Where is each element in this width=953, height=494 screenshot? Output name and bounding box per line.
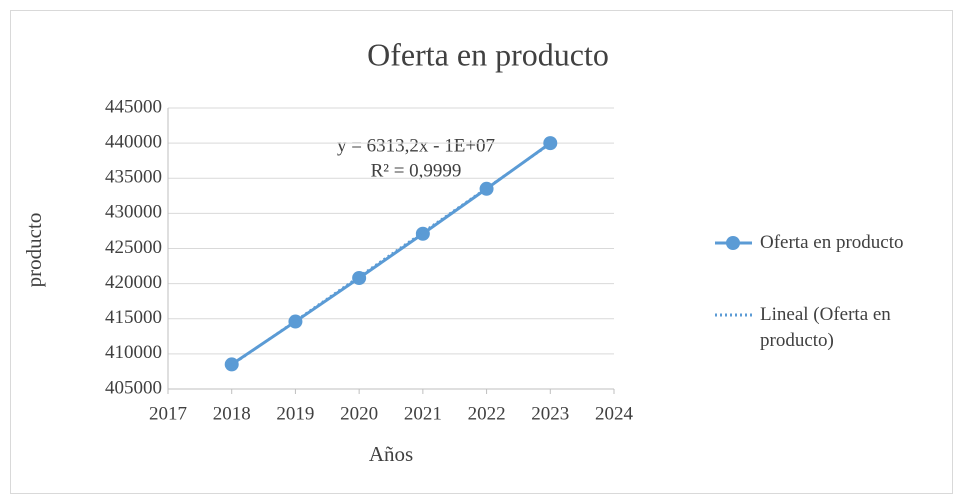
point bbox=[288, 314, 303, 329]
point bbox=[479, 181, 494, 196]
point bbox=[543, 136, 558, 151]
y-tick-label: 445000 bbox=[105, 96, 162, 117]
y-axis-label: producto bbox=[22, 213, 46, 288]
y-tick-label: 435000 bbox=[105, 167, 162, 188]
legend-label: Lineal (Oferta en producto) bbox=[760, 304, 891, 351]
x-axis-label: Años bbox=[369, 442, 413, 466]
x-tick-label: 2022 bbox=[468, 403, 506, 424]
y-tick-label: 420000 bbox=[105, 272, 162, 293]
series-line bbox=[230, 141, 552, 366]
legend-label: Oferta en producto bbox=[760, 232, 904, 253]
y-tick-label: 440000 bbox=[105, 131, 162, 152]
y-tick-label: 430000 bbox=[105, 202, 162, 223]
y-tick-label: 415000 bbox=[105, 307, 162, 328]
x-tick-label: 2023 bbox=[531, 403, 569, 424]
x-tick-label: 2024 bbox=[595, 403, 634, 424]
x-tick-label: 2021 bbox=[404, 403, 442, 424]
x-tick-label: 2019 bbox=[276, 403, 314, 424]
y-tick-label: 410000 bbox=[105, 342, 162, 363]
x-tick-label: 2017 bbox=[149, 403, 187, 424]
y-tick-label: 425000 bbox=[105, 237, 162, 258]
annotation: y = 6313,2x - 1E+07 bbox=[337, 135, 495, 156]
legend-marker bbox=[726, 236, 740, 250]
point bbox=[352, 271, 367, 286]
y-tick-label: 405000 bbox=[105, 377, 162, 398]
x-tick-label: 2020 bbox=[340, 403, 378, 424]
annotation: R² = 0,9999 bbox=[371, 160, 462, 181]
chart-title: Oferta en producto bbox=[367, 36, 609, 72]
x-tick-label: 2018 bbox=[213, 403, 251, 424]
